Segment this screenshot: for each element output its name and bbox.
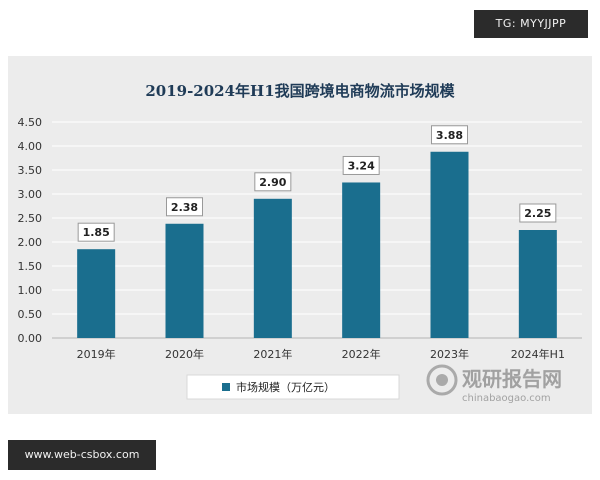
- watermark-logo-dot: [436, 374, 448, 386]
- watermark-main: 观研报告网: [462, 367, 562, 391]
- legend: 市场规模（万亿元）: [186, 374, 400, 400]
- bar: [253, 198, 292, 338]
- bar: [165, 223, 204, 338]
- data-label-box: [519, 203, 557, 223]
- y-tick-label: 3.00: [18, 188, 43, 201]
- y-tick-label: 3.50: [18, 164, 43, 177]
- data-label: 2.38: [171, 201, 198, 214]
- y-tick-label: 1.00: [18, 284, 43, 297]
- data-label: 2.25: [524, 207, 551, 220]
- data-label-box: [166, 197, 203, 217]
- tg-badge: TG: MYYJJPP: [474, 10, 588, 38]
- y-tick-label: 4.50: [18, 116, 43, 129]
- watermark: 观研报告网 chinabaogao.com: [426, 364, 562, 404]
- data-label: 3.24: [348, 159, 375, 172]
- data-labels: 1.85 2.38 2.90 3.24 3.88 2.25: [77, 125, 557, 242]
- data-label: 1.85: [83, 226, 110, 239]
- bars: [77, 151, 557, 338]
- watermark-sub: chinabaogao.com: [462, 393, 551, 404]
- data-label-box: [431, 125, 468, 145]
- y-tick-label: 1.50: [18, 260, 43, 273]
- bar: [518, 230, 557, 338]
- y-tick-label: 0.00: [18, 332, 43, 345]
- x-tick-label: 2022年: [342, 347, 381, 361]
- watermark-logo-icon: [426, 364, 458, 396]
- y-axis: 0.00 0.50 1.00 1.50 2.00 2.50 3.00 3.50 4.00 4.50: [18, 116, 43, 345]
- x-axis: 2019年 2020年 2021年 2022年 2023年 2024年H1: [77, 347, 565, 361]
- x-tick-label: 2019年: [77, 347, 116, 361]
- bar: [430, 151, 469, 338]
- bar: [77, 249, 116, 338]
- chart-title: 2019-2024年H1我国跨境电商物流市场规模: [145, 82, 455, 100]
- y-tick-label: 2.00: [18, 236, 43, 249]
- bar: [342, 182, 381, 338]
- gridlines: [52, 121, 582, 339]
- y-tick-label: 0.50: [18, 308, 43, 321]
- data-label-box: [254, 172, 292, 192]
- data-label: 2.90: [259, 176, 286, 189]
- x-tick-label: 2021年: [253, 347, 292, 361]
- data-label-box: [342, 155, 380, 175]
- x-tick-label: 2023年: [430, 347, 469, 361]
- data-label: 3.88: [436, 129, 463, 142]
- x-tick-label: 2024年H1: [511, 347, 565, 361]
- website-badge: www.web-csbox.com: [8, 440, 156, 470]
- data-label-box: [77, 222, 115, 242]
- legend-swatch: [222, 383, 230, 391]
- y-tick-label: 2.50: [18, 212, 43, 225]
- legend-label: 市场规模（万亿元）: [236, 380, 335, 394]
- y-tick-label: 4.00: [18, 140, 43, 153]
- x-tick-label: 2020年: [165, 347, 204, 361]
